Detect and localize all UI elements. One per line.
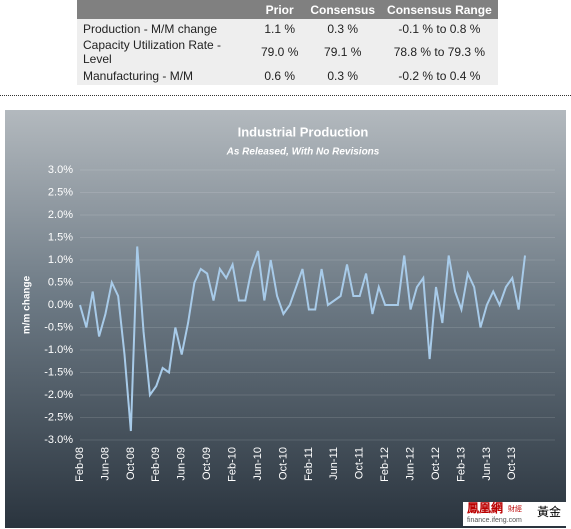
table-cell: 79.0 %	[255, 38, 305, 66]
watermark-site: finance.ifeng.com	[467, 517, 522, 524]
y-tick-label: -2.0%	[44, 389, 73, 401]
data-line	[79, 246, 526, 432]
chart-panel	[5, 110, 566, 528]
consensus-table: Prior Consensus Consensus Range Production…	[77, 0, 498, 85]
x-tick-label: Feb-10	[226, 447, 238, 482]
table-cell: -0.1 % to 0.8 %	[381, 19, 498, 38]
header-cell: Consensus	[304, 0, 382, 19]
watermark-section: 財經	[508, 504, 522, 513]
watermark-box	[463, 502, 566, 526]
x-tick-label: Feb-08	[74, 447, 86, 482]
y-tick-label: 0.5%	[48, 276, 73, 288]
y-tick-label: -2.5%	[44, 411, 73, 423]
table-cell: -0.2 % to 0.4 %	[381, 66, 498, 85]
x-tick-label: Feb-11	[303, 447, 315, 481]
x-tick-label: Jun-12	[404, 447, 416, 481]
x-tick-label: Oct-13	[506, 447, 518, 480]
watermark-tag: 黃金	[537, 504, 561, 519]
y-tick-label: 2.5%	[48, 186, 73, 198]
header-cell	[77, 0, 255, 19]
x-tick-label: Feb-09	[150, 447, 162, 482]
watermark-logo: 鳳凰網	[467, 500, 503, 515]
y-tick-label: 1.5%	[48, 231, 73, 243]
y-tick-label: 0.0%	[48, 299, 73, 311]
y-tick-label: 3.0%	[48, 164, 73, 176]
x-tick-label: Oct-11	[354, 447, 366, 479]
table-cell: 0.6 %	[255, 66, 305, 85]
table-row: Manufacturing - M/M 0.6 % 0.3 % -0.2 % to 0…	[77, 66, 498, 85]
y-tick-label: -1.5%	[44, 366, 73, 378]
table-cell: Production - M/M change	[77, 19, 255, 38]
x-tick-label: Feb-12	[379, 447, 391, 482]
table-cell: Capacity Utilization Rate - Level	[77, 38, 255, 66]
table-row: Capacity Utilization Rate - Level 79.0 % 7…	[77, 38, 498, 66]
x-tick-label: Oct-12	[430, 447, 442, 480]
x-tick-label: Jun-13	[481, 447, 493, 481]
chart-title: Industrial Production	[238, 124, 369, 139]
x-tick-label: Jun-09	[176, 447, 188, 481]
x-tick-label: Jun-08	[99, 447, 111, 481]
x-tick-label: Oct-10	[277, 447, 289, 480]
x-tick-label: Jun-10	[252, 447, 264, 481]
table-cell: Manufacturing - M/M	[77, 66, 255, 85]
table-row: Production - M/M change 1.1 % 0.3 % -0.1 % …	[77, 19, 498, 38]
y-tick-label: 1.0%	[48, 254, 73, 266]
table-cell: 0.3 %	[304, 66, 382, 85]
y-tick-label: 2.0%	[48, 209, 73, 221]
table-cell: 78.8 % to 79.3 %	[381, 38, 498, 66]
x-tick-label: Oct-08	[125, 447, 137, 480]
table-cell: 1.1 %	[255, 19, 305, 38]
separator	[0, 95, 571, 96]
y-tick-label: -3.0%	[44, 434, 73, 446]
y-axis-label: m/m change	[22, 275, 33, 334]
header-cell: Consensus Range	[381, 0, 498, 19]
x-tick-label: Feb-13	[455, 447, 467, 482]
header-cell: Prior	[255, 0, 305, 19]
header-row: Prior Consensus Consensus Range	[77, 0, 498, 19]
x-tick-label: Jun-11	[328, 447, 340, 480]
table-cell: 0.3 %	[304, 19, 382, 38]
y-tick-label: -1.0%	[44, 344, 73, 356]
chart-subtitle: As Released, With No Revisions	[226, 147, 380, 158]
y-tick-label: -0.5%	[44, 321, 73, 333]
x-tick-label: Oct-09	[201, 447, 213, 480]
table-cell: 79.1 %	[304, 38, 382, 66]
